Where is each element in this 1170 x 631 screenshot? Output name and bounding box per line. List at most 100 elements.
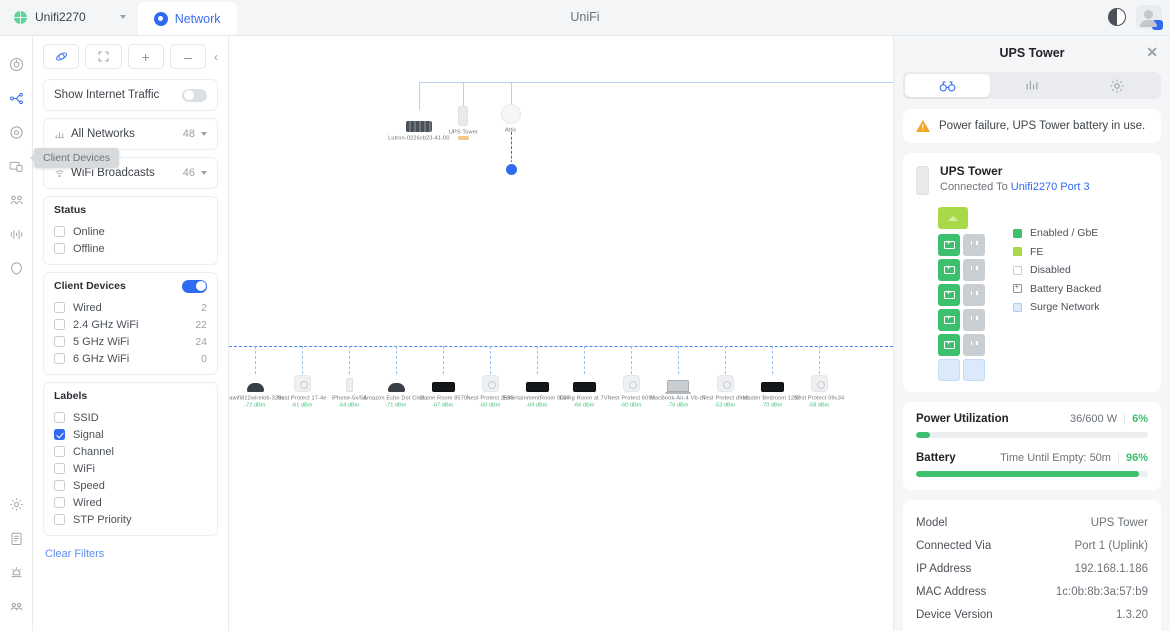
tab-insights[interactable]	[990, 74, 1075, 97]
port-battery-backed[interactable]	[938, 284, 960, 306]
client-node-signal: -72 dBm	[244, 402, 266, 409]
zoom-out-button[interactable]: –	[169, 44, 206, 69]
wifi-broadcasts-card[interactable]: WiFi Broadcasts 46	[43, 157, 218, 189]
port-outlet[interactable]	[963, 234, 985, 256]
checkbox[interactable]	[54, 497, 65, 508]
labels-item-label: STP Priority	[73, 513, 132, 526]
topology-canvas[interactable]: Lutron-0226cb23-41-00 UPS Tower Attic	[229, 36, 893, 631]
port-battery-backed[interactable]	[938, 309, 960, 331]
fullscreen-icon[interactable]	[85, 44, 122, 69]
uplink-port[interactable]	[938, 207, 968, 229]
topology-client-node[interactable]: Nest Protect 09c34 -58 dBm	[787, 366, 851, 409]
client-devices-toggle[interactable]	[182, 279, 207, 293]
status-item-offline[interactable]: Offline	[44, 240, 217, 257]
clear-filters-link[interactable]: Clear Filters	[45, 548, 105, 560]
wifi-broadcasts-row[interactable]: WiFi Broadcasts 46	[44, 158, 217, 188]
detail-key: Device Version	[916, 608, 993, 621]
port-battery-backed[interactable]	[938, 334, 960, 356]
port-battery-backed[interactable]	[938, 259, 960, 281]
checkbox[interactable]	[54, 514, 65, 525]
topology-client-node[interactable]: ultrawifi822wirelob-329s... -72 dBm	[229, 366, 290, 409]
topology-client-node[interactable]: Nest Protect 2595 -60 dBm	[458, 366, 522, 409]
avatar[interactable]	[1136, 5, 1163, 30]
client-node-label: ultrawifi822wirelob-329s...	[229, 395, 290, 402]
topology-refresh-icon[interactable]	[43, 44, 80, 69]
port-outlet[interactable]	[963, 334, 985, 356]
rail-item-security[interactable]	[0, 251, 33, 285]
checkbox[interactable]	[54, 243, 65, 254]
tab-overview[interactable]	[905, 74, 990, 97]
rail-item-devices[interactable]	[0, 149, 33, 183]
topology-client-node[interactable]: Game Room 8570 -67 dBm	[411, 366, 475, 409]
tab-settings[interactable]	[1074, 74, 1159, 97]
rail-item-settings[interactable]	[0, 487, 33, 521]
chevron-left-icon[interactable]: ‹	[214, 49, 218, 64]
topology-client-node[interactable]: iPhone-5x/5d -64 dBm	[317, 366, 381, 409]
labels-item-ssid[interactable]: SSID	[44, 409, 217, 426]
checkbox[interactable]	[54, 226, 65, 237]
tab-network[interactable]: Network	[137, 2, 237, 35]
checkbox[interactable]	[54, 463, 65, 474]
topology-client-node[interactable]: MacBook-Air-4 Vb-c7 -76 dBm	[646, 366, 710, 409]
checkbox[interactable]	[54, 480, 65, 491]
labels-header[interactable]: Labels	[44, 383, 217, 409]
left-icon-rail	[0, 36, 33, 631]
all-networks-card[interactable]: All Networks 48	[43, 118, 218, 150]
labels-item-speed[interactable]: Speed	[44, 477, 217, 494]
labels-item-wired[interactable]: Wired	[44, 494, 217, 511]
checkbox[interactable]	[54, 336, 65, 347]
checkbox[interactable]	[54, 446, 65, 457]
labels-item-stp-priority[interactable]: STP Priority	[44, 511, 217, 528]
rail-item-topology[interactable]	[0, 81, 33, 115]
port-outlet[interactable]	[963, 309, 985, 331]
site-selector[interactable]: Unifi2270	[0, 0, 138, 35]
internet-traffic-toggle[interactable]	[182, 88, 207, 102]
client-devices-item-wired[interactable]: Wired 2	[44, 299, 217, 316]
contrast-toggle-icon[interactable]	[1108, 8, 1126, 26]
device-name: UPS Tower	[940, 164, 1003, 178]
client-devices-header[interactable]: Client Devices	[44, 273, 217, 299]
topology-client-node[interactable]: Master Bedroom 1237 -70 dBm	[740, 366, 804, 409]
checkbox[interactable]	[54, 302, 65, 313]
labels-item-signal[interactable]: Signal	[44, 426, 217, 443]
client-devices-item-6ghz[interactable]: 6 GHz WiFi 0	[44, 350, 217, 367]
checkbox[interactable]	[54, 319, 65, 330]
zoom-in-button[interactable]: +	[127, 44, 164, 69]
rail-item-dashboard[interactable]	[0, 47, 33, 81]
checkbox[interactable]	[54, 353, 65, 364]
all-networks-row[interactable]: All Networks 48	[44, 119, 217, 149]
rail-item-alerts[interactable]	[0, 555, 33, 589]
topology-client-node[interactable]: EntertainmentRoom 0037 -69 dBm	[504, 366, 570, 409]
rail-item-clients[interactable]	[0, 183, 33, 217]
topology-client-node[interactable]: Living Room at 7V -66 dBm	[552, 366, 616, 409]
port-surge-network[interactable]	[938, 359, 960, 381]
topology-client-node[interactable]: Amazon Echo Dot Clod... -71 dBm	[363, 366, 429, 409]
rail-item-wifi[interactable]	[0, 115, 33, 149]
selected-node-dot[interactable]	[506, 164, 517, 175]
internet-traffic-row[interactable]: Show Internet Traffic	[44, 80, 217, 110]
topology-client-node[interactable]: Nest Protect 6093 -60 dBm	[599, 366, 663, 409]
port-surge-network[interactable]	[963, 359, 985, 381]
rail-item-logs[interactable]	[0, 521, 33, 555]
topology-client-node[interactable]: Nest Protect d9c0 -52 dBm	[693, 366, 757, 409]
rail-item-insights[interactable]	[0, 217, 33, 251]
checkbox-checked[interactable]	[54, 429, 65, 440]
topology-node-attic[interactable]: Attic	[479, 98, 543, 133]
labels-item-wifi[interactable]: WiFi	[44, 460, 217, 477]
port-outlet[interactable]	[963, 259, 985, 281]
checkbox[interactable]	[54, 412, 65, 423]
status-item-online[interactable]: Online	[44, 223, 217, 240]
status-header[interactable]: Status	[44, 197, 217, 223]
client-devices-item-5ghz[interactable]: 5 GHz WiFi 24	[44, 333, 217, 350]
labels-item-channel[interactable]: Channel	[44, 443, 217, 460]
topology-node-ups-tower[interactable]: UPS Tower	[431, 100, 495, 140]
connected-port-link[interactable]: Unifi2270 Port 3	[1010, 181, 1090, 193]
port-battery-backed[interactable]	[938, 234, 960, 256]
client-node-signal: -71 dBm	[385, 402, 407, 409]
client-devices-item-24ghz[interactable]: 2.4 GHz WiFi 22	[44, 316, 217, 333]
rail-item-admins[interactable]	[0, 589, 33, 623]
port-outlet[interactable]	[963, 284, 985, 306]
topology-node[interactable]: Lutron-0226cb23-41-00	[387, 106, 451, 141]
topology-client-node[interactable]: Nest Protect 17-4e -61 dBm	[270, 366, 334, 409]
close-icon[interactable]: ✕	[1146, 44, 1158, 60]
